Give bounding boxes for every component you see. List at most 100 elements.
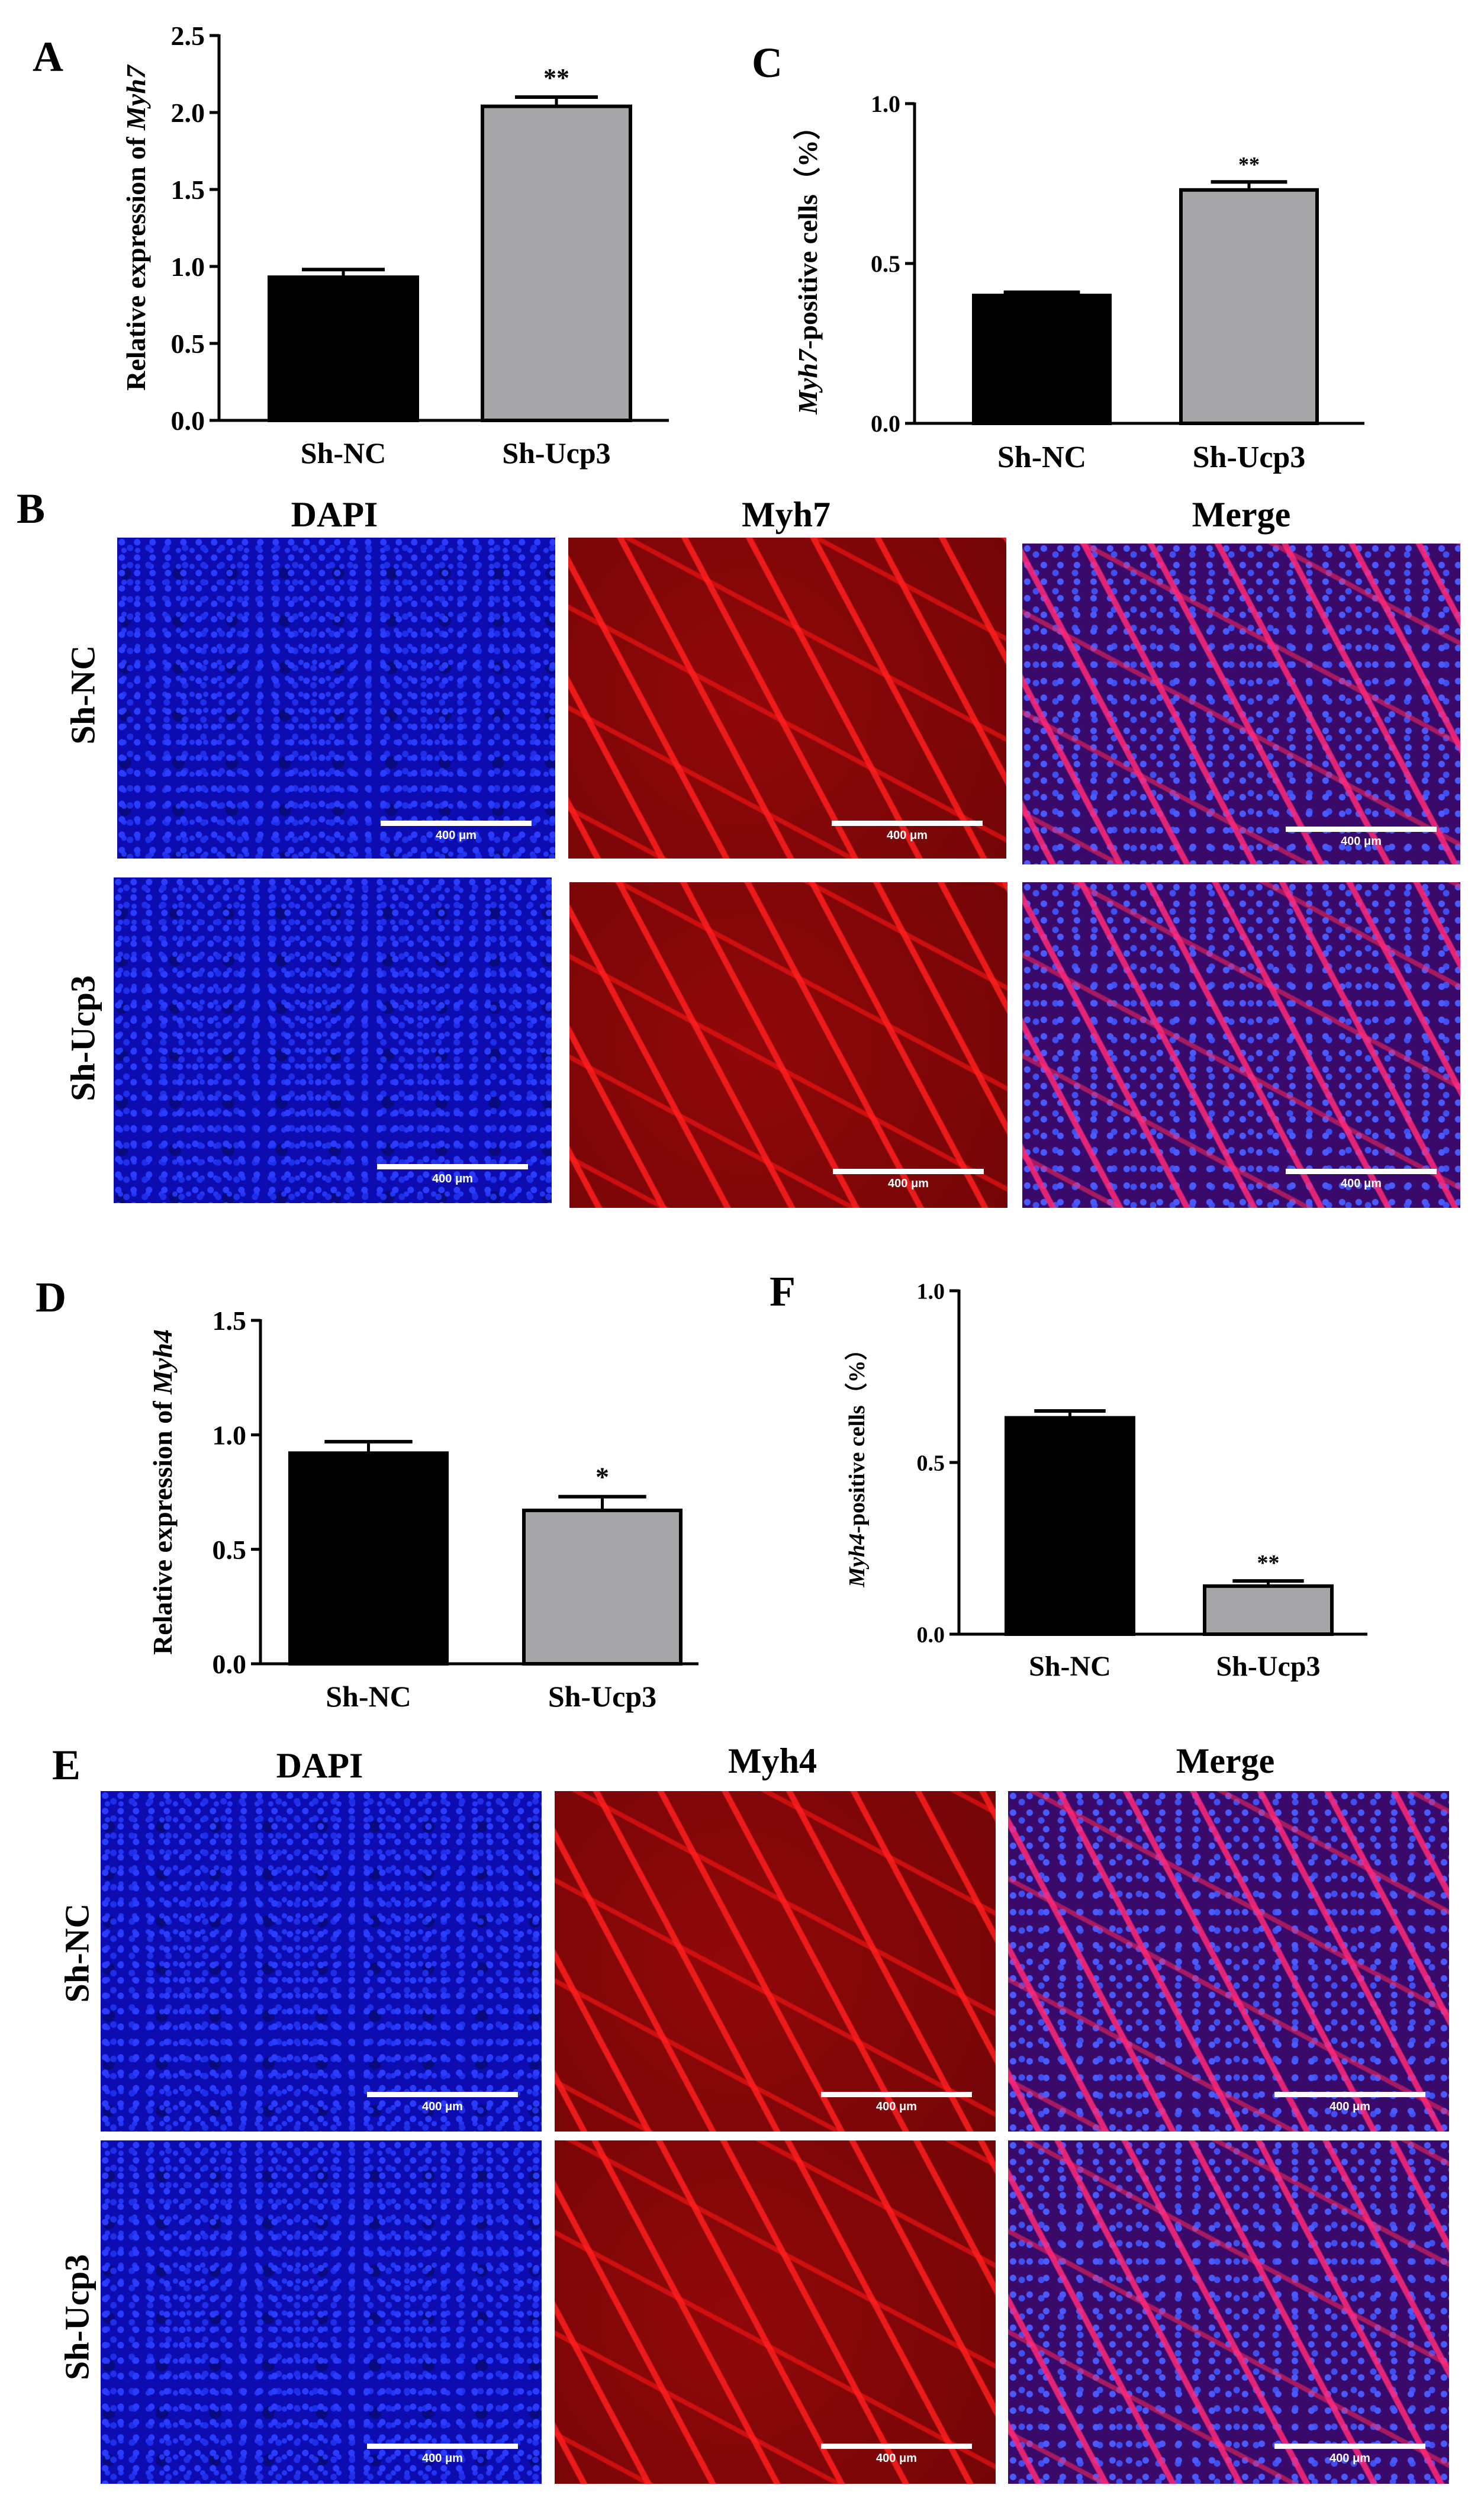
bar-sh-ucp3 [522, 1508, 683, 1666]
y-tick-label: 0.5 [213, 1535, 247, 1565]
scale-bar [1286, 1169, 1437, 1174]
y-axis-label-gene: Myh7 [793, 348, 823, 415]
micrograph-merge-sh-ucp3: 400 μm [1022, 882, 1460, 1208]
col-title-merge: Merge [1192, 495, 1291, 534]
col-title-myh7: Myh7 [742, 495, 830, 534]
y-axis-label-prefix: Relative expression of [121, 130, 151, 391]
micrograph-dapi-sh-nc: 400 μm [101, 1791, 542, 2132]
col-title-dapi: DAPI [291, 495, 378, 534]
scale-bar [381, 821, 532, 826]
y-tick-label: 2.5 [171, 21, 205, 51]
bar-sh-ucp3 [1179, 188, 1319, 426]
scale-bar [367, 2444, 518, 2449]
y-axis-label-suffix: -positive cells（%） [845, 1338, 870, 1533]
col-title-dapi: DAPI [276, 1746, 363, 1785]
scale-label: 400 μm [1341, 835, 1382, 848]
y-tick-label: 1.5 [171, 175, 205, 205]
panel-letter-b: B [17, 485, 46, 532]
chart-c: 0.0 0.5 1.0 Sh-NC ** Sh-Ucp3 Myh7-positive cel… [793, 95, 1364, 474]
col-title-merge: Merge [1176, 1741, 1275, 1780]
y-tick-label: 0.0 [917, 1622, 945, 1647]
micrograph-myh4-sh-ucp3: 400 μm [555, 2140, 996, 2484]
scale-label: 400 μm [422, 2100, 463, 2113]
chart-f: 0.0 0.5 1.0 Sh-NC ** Sh-Ucp3 Myh4-positive cel… [845, 1279, 1367, 1682]
y-tick-label: 1.0 [871, 95, 900, 117]
scale-bar [1286, 827, 1437, 832]
micrograph-myh4-sh-nc: 400 μm [555, 1791, 996, 2132]
y-tick-label: 0.0 [213, 1649, 247, 1679]
y-axis-label: Myh7-positive cells（%） [793, 112, 823, 415]
micrograph-merge-sh-nc: 400 μm [1022, 544, 1460, 864]
row-label-sh-nc: Sh-NC [63, 645, 102, 745]
bar-sh-nc [268, 275, 419, 423]
bar-sh-nc [1005, 1416, 1135, 1636]
y-tick-label: 0.5 [871, 250, 900, 277]
scale-label: 400 μm [876, 2100, 917, 2113]
scale-label: 400 μm [432, 1172, 473, 1185]
chart-d: 0.0 0.5 1.0 1.5 Sh-NC * Sh-Ucp3 Relative expres… [147, 1306, 698, 1713]
significance-label: * [595, 1462, 609, 1492]
significance-label: ** [1238, 152, 1260, 176]
y-axis-label-gene: Myh4 [147, 1329, 178, 1395]
scale-label: 400 μm [888, 1177, 929, 1190]
scale-label: 400 μm [876, 2452, 917, 2465]
micrograph-merge-sh-nc: 400 μm [1008, 1791, 1449, 2132]
y-tick-label: 0.5 [171, 329, 205, 359]
y-axis-label: Relative expression of Myh4 [147, 1329, 178, 1655]
scale-label: 400 μm [422, 2452, 463, 2465]
bar-sh-ucp3 [1203, 1584, 1334, 1636]
y-axis-label-prefix: Relative expression of [147, 1394, 178, 1655]
category-label: Sh-NC [1029, 1651, 1111, 1682]
micrograph-merge-sh-ucp3: 400 μm [1008, 2140, 1449, 2484]
scale-bar [833, 1169, 984, 1174]
significance-label: ** [1257, 1551, 1280, 1576]
micrograph-dapi-sh-nc: 400 μm [117, 538, 555, 859]
col-title-myh4: Myh4 [728, 1741, 817, 1780]
significance-label: ** [543, 63, 569, 92]
row-label-sh-ucp3: Sh-Ucp3 [57, 2254, 96, 2380]
scale-bar [821, 2444, 972, 2449]
scale-bar [367, 2092, 518, 2097]
row-label-sh-ucp3: Sh-Ucp3 [63, 975, 102, 1101]
bar-sh-ucp3 [481, 104, 632, 423]
y-tick-label: 1.0 [213, 1420, 247, 1450]
micrograph-dapi-sh-ucp3: 400 μm [101, 2140, 542, 2484]
panel-letter-a: A [33, 33, 63, 81]
scale-label: 400 μm [1341, 1177, 1382, 1190]
y-tick-label: 0.0 [171, 406, 205, 436]
scale-bar [1274, 2444, 1425, 2449]
panel-letter-e: E [52, 1741, 81, 1789]
micrograph-dapi-sh-ucp3: 400 μm [114, 877, 552, 1203]
category-label: Sh-Ucp3 [548, 1680, 656, 1713]
category-label: Sh-Ucp3 [1193, 441, 1306, 474]
micrograph-myh7-sh-nc: 400 μm [568, 538, 1006, 859]
y-axis-label: Myh4-positive cells（%） [845, 1338, 870, 1587]
category-label: Sh-NC [301, 436, 386, 470]
bar-sh-nc [972, 294, 1112, 425]
chart-a: 0.0 0.5 1.0 1.5 2.0 2.5 Sh-NC ** Sh-Ucp3 Relative… [121, 21, 669, 470]
category-label: Sh-NC [326, 1680, 411, 1713]
y-tick-label: 0.0 [871, 410, 900, 437]
y-axis-label-suffix: -positive cells（%） [793, 112, 823, 349]
category-label: Sh-Ucp3 [502, 436, 610, 470]
scale-label: 400 μm [1330, 2100, 1370, 2113]
micrograph-myh7-sh-ucp3: 400 μm [569, 882, 1007, 1208]
y-tick-label: 1.0 [917, 1279, 945, 1304]
y-tick-label: 1.5 [213, 1306, 247, 1336]
y-tick-label: 1.0 [171, 252, 205, 282]
y-axis-label-gene: Myh4 [845, 1534, 870, 1588]
y-tick-label: 2.0 [171, 98, 205, 128]
panel-letter-c: C [752, 39, 783, 86]
scale-bar [377, 1164, 528, 1169]
row-label-sh-nc: Sh-NC [57, 1903, 96, 2003]
category-label: Sh-NC [997, 441, 1086, 474]
scale-bar [821, 2092, 972, 2097]
scale-bar [832, 821, 983, 826]
scale-label: 400 μm [1330, 2452, 1370, 2465]
scale-label: 400 μm [436, 829, 477, 842]
scale-bar [1274, 2092, 1425, 2097]
y-axis-label-gene: Myh7 [121, 64, 151, 131]
y-axis-label: Relative expression of Myh7 [121, 64, 151, 391]
bar-sh-nc [288, 1451, 449, 1666]
panel-letter-f: F [770, 1268, 796, 1315]
